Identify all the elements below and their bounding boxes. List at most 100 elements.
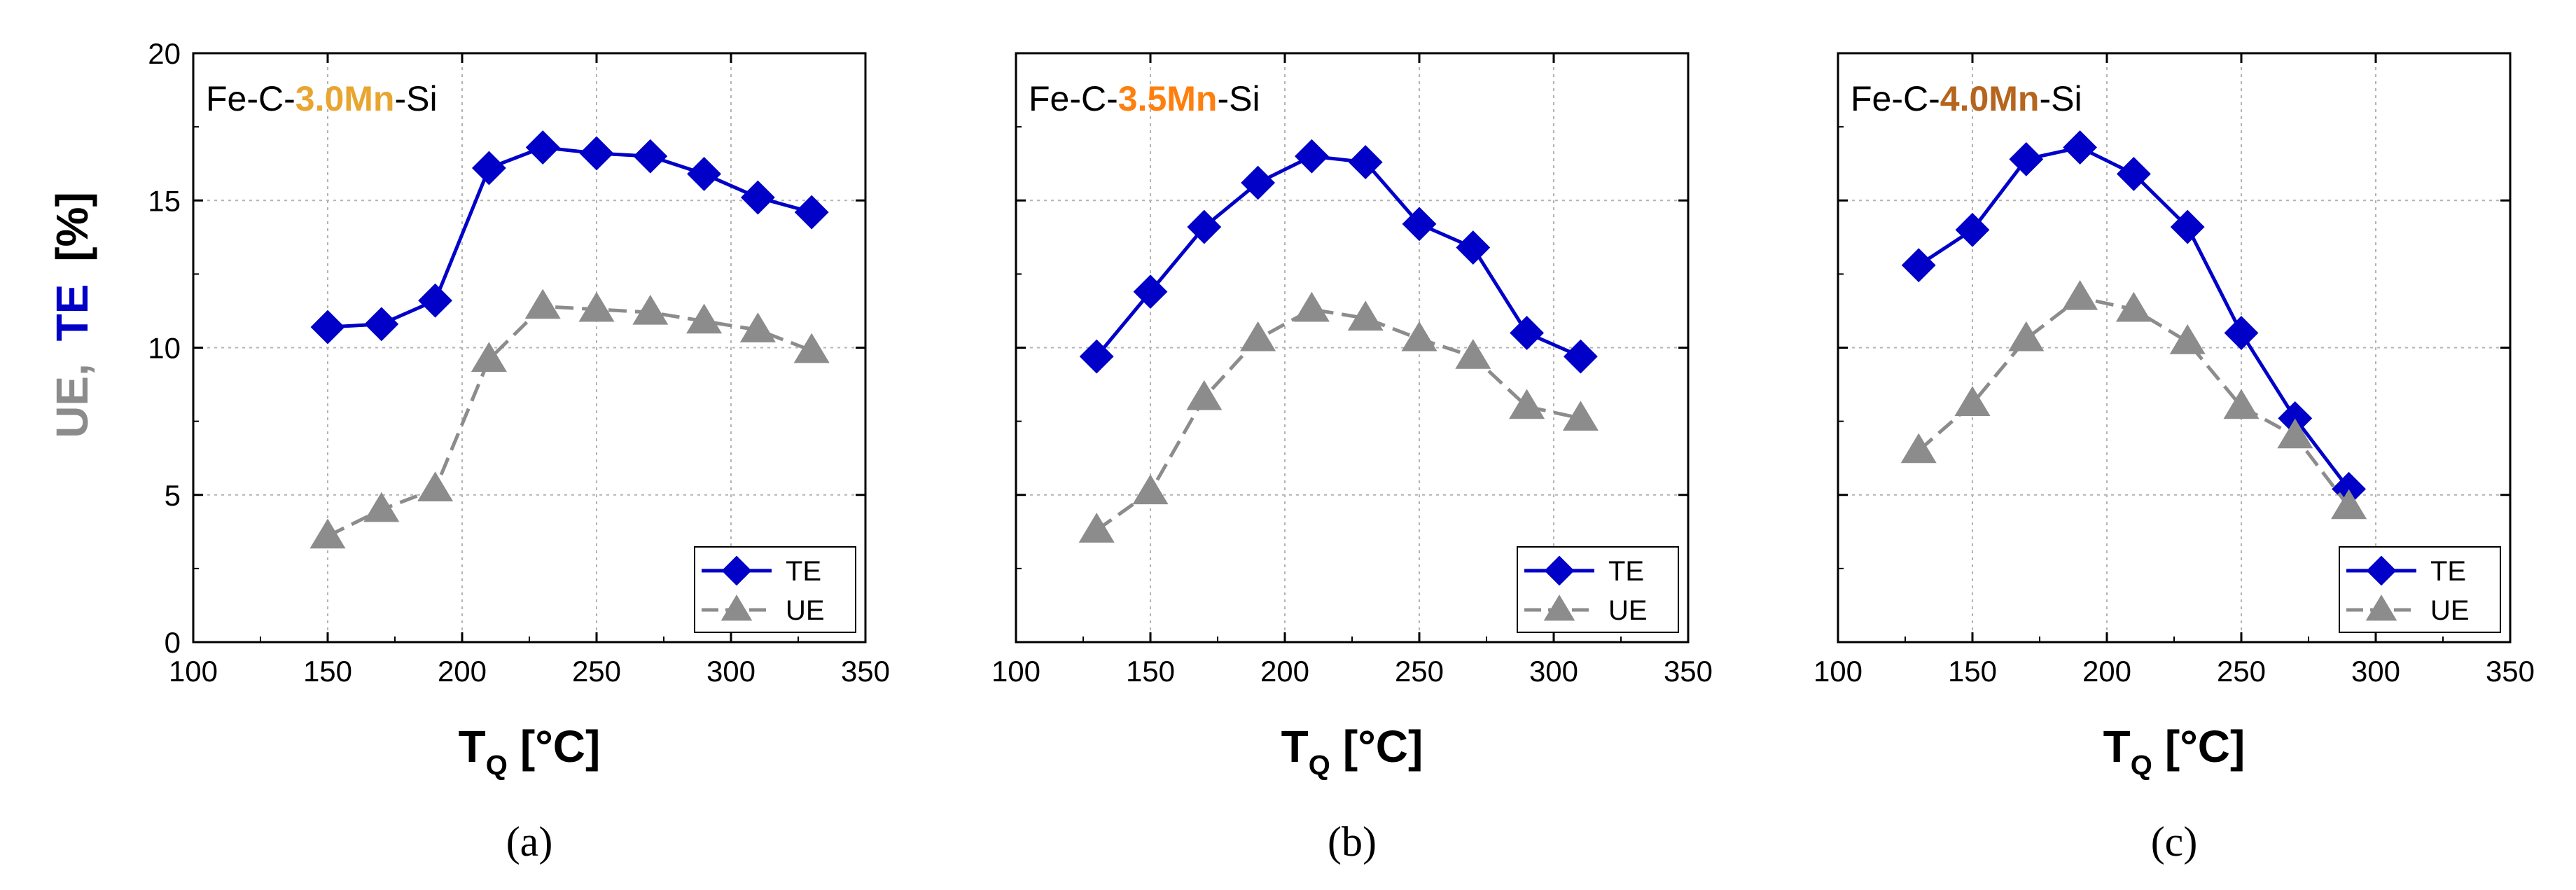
panel-annotation: Fe-C-3.5Mn-Si <box>1029 79 1260 118</box>
legend: TE UE <box>2339 546 2501 633</box>
series-line-ue <box>1095 307 1581 532</box>
data-point-ue <box>1455 339 1491 369</box>
data-point-te <box>471 151 506 186</box>
x-tick-label: 250 <box>1395 655 1444 688</box>
panel-b: 100 150 200 250 300 350 Fe-C-3.5Mn-Si TE UE TQ [°C… <box>991 52 1713 865</box>
series-ue <box>309 288 830 549</box>
data-point-ue <box>1347 300 1384 331</box>
legend-label-ue: UE <box>1608 595 1648 626</box>
annotation-prefix: Fe-C- <box>1029 79 1118 118</box>
x-axis-title-main: T <box>459 721 486 772</box>
x-tick-label: 150 <box>303 655 352 688</box>
legend-label-ue: UE <box>2430 595 2470 626</box>
x-axis-title-unit: [°C] <box>520 721 600 772</box>
data-point-te <box>794 195 829 230</box>
data-point-te <box>1348 145 1383 179</box>
data-point-te <box>310 310 345 345</box>
legend-box <box>1517 546 1679 633</box>
data-point-te <box>2063 130 2098 165</box>
panel-label: (c) <box>2151 819 2198 865</box>
x-axis-title: TQ [°C] <box>459 721 601 781</box>
data-point-te <box>1241 165 1276 200</box>
series-te <box>310 130 829 345</box>
panel-label: (a) <box>506 819 553 865</box>
x-axis-title: TQ [°C] <box>2103 721 2246 781</box>
legend-box <box>694 546 856 633</box>
panel-label: (b) <box>1328 819 1377 865</box>
data-point-te <box>2170 209 2205 244</box>
y-axis-title: UE, TE [%] <box>47 192 97 438</box>
data-point-te <box>1955 212 1990 247</box>
data-point-te <box>2224 316 2259 350</box>
annotation-suffix: -Si <box>2039 79 2082 118</box>
x-axis-title-main: T <box>1281 721 1309 772</box>
annotation-highlight: 3.0Mn <box>295 79 395 118</box>
legend-label-te: TE <box>1608 556 1644 587</box>
data-point-te <box>1510 316 1545 350</box>
x-tick-label: 250 <box>2217 655 2266 688</box>
data-point-ue <box>1186 380 1223 410</box>
y-tick-label: 15 <box>148 184 181 217</box>
data-point-ue <box>686 303 723 334</box>
series-line-te <box>327 146 812 329</box>
legend: TE UE <box>694 546 856 633</box>
x-tick-label: 350 <box>1664 655 1713 688</box>
y-tick-label: 10 <box>148 332 181 365</box>
panel-a: 100 150 200 250 300 350 0 5 10 15 20 Fe-C-3.0Mn-Si T… <box>148 37 890 865</box>
data-point-ue <box>1954 386 1991 417</box>
x-axis-title-subscript: Q <box>2131 750 2152 781</box>
series-ue <box>1078 291 1599 543</box>
data-point-te <box>364 307 399 342</box>
data-point-te <box>1187 209 1222 244</box>
data-point-te <box>418 283 453 318</box>
x-axis-title-subscript: Q <box>1309 750 1330 781</box>
data-point-te <box>740 180 775 215</box>
data-point-te <box>579 136 614 171</box>
x-tick-label: 150 <box>1948 655 1997 688</box>
data-point-ue <box>1078 513 1115 543</box>
annotation-highlight: 4.0Mn <box>1940 79 2040 118</box>
x-tick-label: 250 <box>572 655 621 688</box>
x-tick-label: 100 <box>991 655 1040 688</box>
data-point-ue <box>1293 291 1330 322</box>
data-point-ue <box>1562 401 1599 431</box>
data-point-ue <box>1509 389 1545 419</box>
x-axis-title-subscript: Q <box>486 750 508 781</box>
y-axis-title-unit: [%] <box>47 192 97 262</box>
y-tick-label: 20 <box>148 37 181 70</box>
data-point-ue <box>2277 418 2313 449</box>
data-point-ue <box>1401 321 1437 352</box>
data-point-ue <box>471 342 507 372</box>
legend-label-ue: UE <box>786 595 825 626</box>
data-point-ue <box>524 288 561 319</box>
data-point-ue <box>1900 433 1937 464</box>
annotation-highlight: 3.5Mn <box>1118 79 1218 118</box>
data-point-ue <box>1240 321 1276 352</box>
data-point-ue <box>2115 291 2152 322</box>
panel-annotation: Fe-C-4.0Mn-Si <box>1851 79 2082 118</box>
panel-c: 100 150 200 250 300 350 Fe-C-4.0Mn-Si TE UE TQ [°C… <box>1813 52 2535 865</box>
x-tick-label: 200 <box>438 655 487 688</box>
x-tick-label: 300 <box>2351 655 2400 688</box>
x-axis-title: TQ [°C] <box>1281 721 1423 781</box>
data-point-te <box>2009 141 2044 176</box>
y-tick-label: 0 <box>165 626 181 659</box>
data-point-ue <box>632 294 669 325</box>
data-point-te <box>1456 230 1491 265</box>
legend-label-te: TE <box>2430 556 2466 587</box>
x-axis-title-unit: [°C] <box>1343 721 1423 772</box>
annotation-suffix: -Si <box>1217 79 1260 118</box>
data-point-ue <box>793 333 830 363</box>
x-axis-title-unit: [°C] <box>2165 721 2245 772</box>
series-line-ue <box>326 305 813 538</box>
data-point-te <box>1563 339 1598 374</box>
x-tick-label: 350 <box>2486 655 2535 688</box>
data-point-te <box>687 156 722 191</box>
y-tick-label: 5 <box>165 479 181 512</box>
data-point-ue <box>309 518 346 549</box>
legend: TE UE <box>1517 546 1679 633</box>
x-tick-label: 300 <box>706 655 756 688</box>
panel-annotation: Fe-C-3.0Mn-Si <box>206 79 438 118</box>
x-tick-label: 200 <box>2082 655 2131 688</box>
x-tick-label: 300 <box>1529 655 1578 688</box>
